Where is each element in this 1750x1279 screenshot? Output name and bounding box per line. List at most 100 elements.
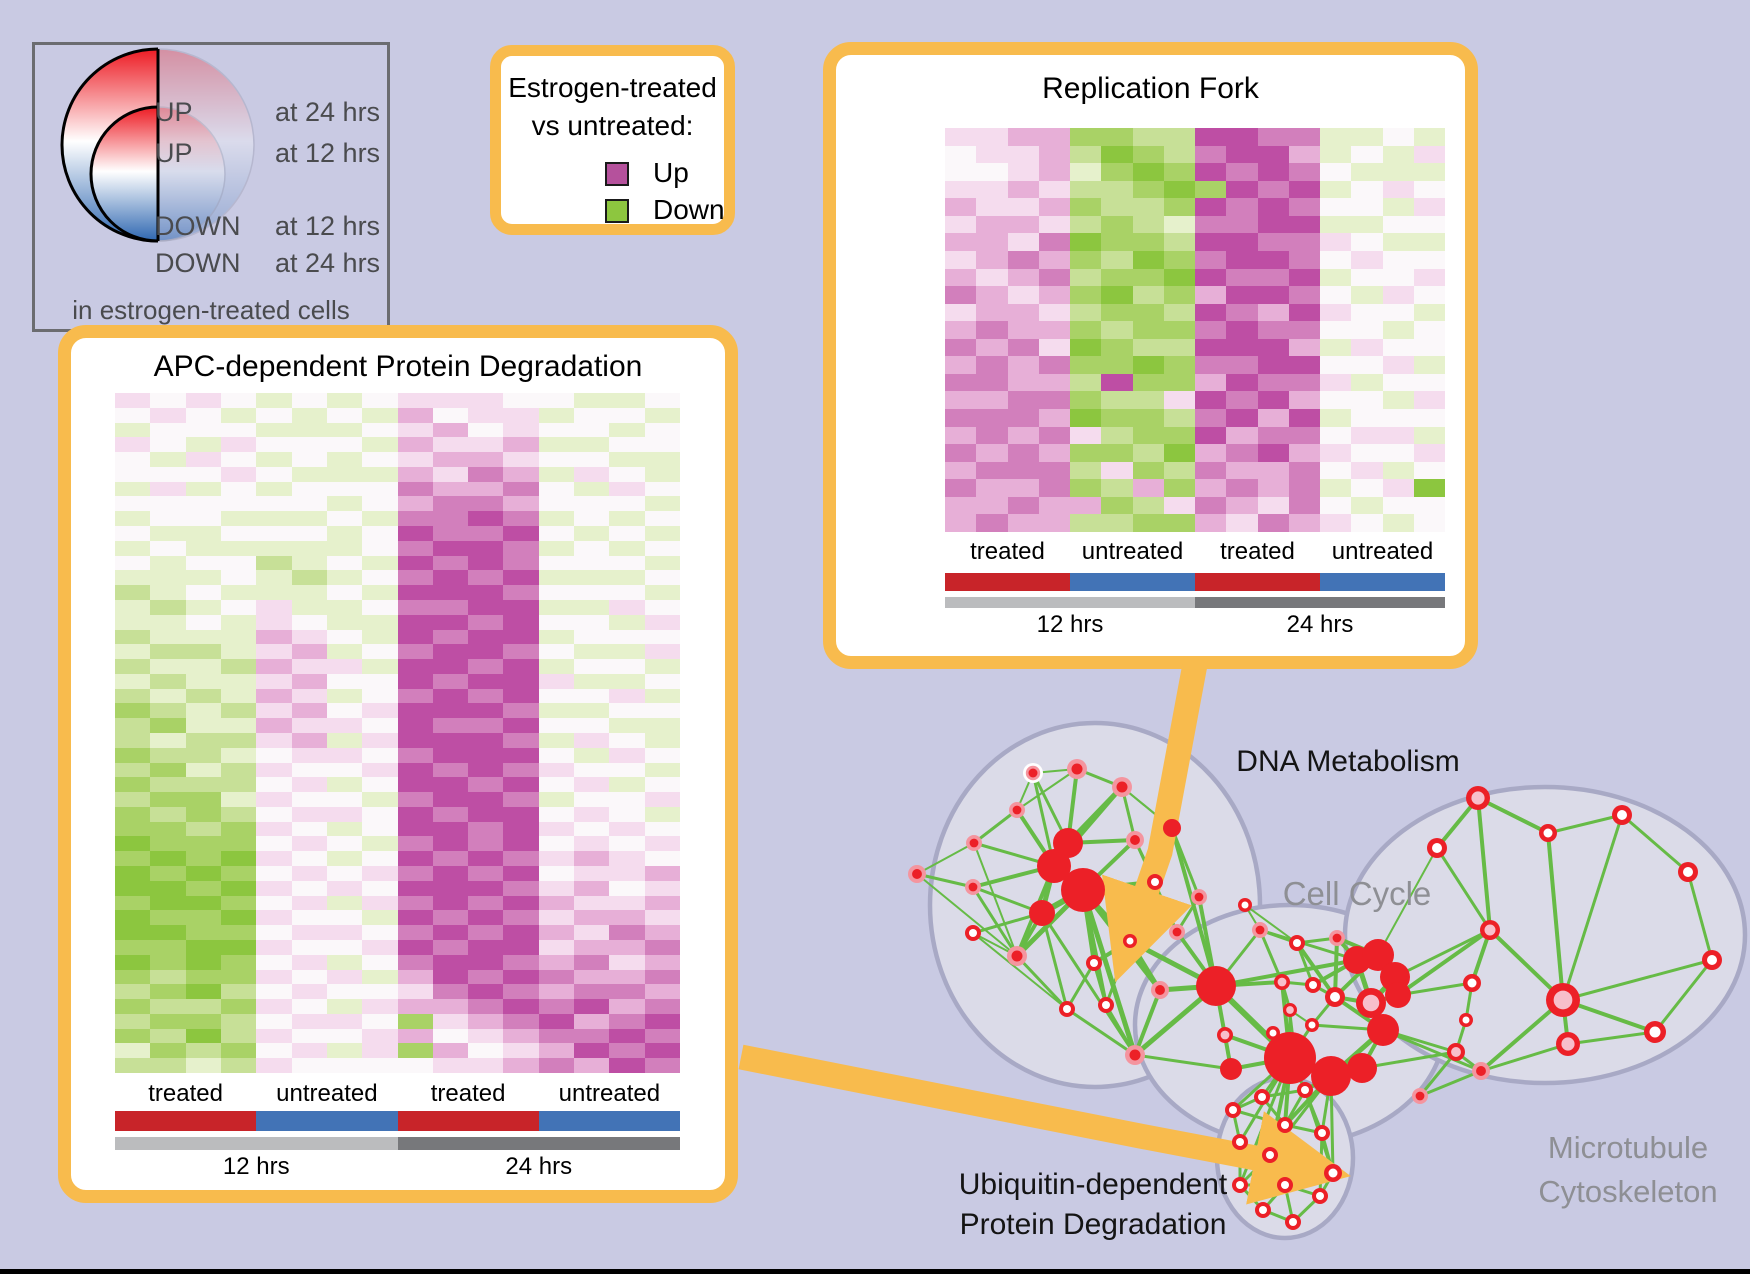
heatmap-cell bbox=[397, 688, 433, 704]
network-edge bbox=[1370, 993, 1399, 1005]
network-node-hp bbox=[965, 879, 981, 895]
heatmap-cell bbox=[574, 895, 610, 911]
heatmap-cell bbox=[1257, 426, 1289, 445]
condition-bar-treated bbox=[115, 1111, 257, 1131]
heatmap-cell bbox=[1413, 128, 1445, 146]
heatmap-cell bbox=[220, 851, 257, 867]
heatmap-cell bbox=[397, 452, 433, 467]
heatmap-cell bbox=[432, 836, 469, 852]
network-edge bbox=[1015, 954, 1069, 1011]
heatmap-cell bbox=[1070, 198, 1102, 216]
heatmap-cell bbox=[220, 806, 257, 822]
heatmap-cell bbox=[220, 895, 257, 911]
heatmap-cell bbox=[468, 969, 504, 985]
heatmap-cell bbox=[574, 806, 610, 822]
network-node-hp bbox=[1009, 802, 1025, 818]
heatmap-cell bbox=[185, 895, 221, 911]
heatmap-cell bbox=[1351, 286, 1383, 304]
heatmap-cell bbox=[220, 526, 257, 541]
heatmap-cell bbox=[185, 659, 221, 674]
heatmap-cell bbox=[1132, 233, 1164, 251]
heatmap-cell bbox=[256, 407, 292, 423]
heatmap-cell bbox=[220, 407, 257, 423]
heatmap-cell bbox=[1132, 163, 1164, 181]
heatmap-cell bbox=[326, 688, 363, 704]
network-edge bbox=[1333, 937, 1339, 998]
heatmap-cell bbox=[976, 145, 1008, 164]
heatmap-cell bbox=[468, 851, 504, 867]
heatmap-cell bbox=[1382, 514, 1414, 532]
heatmap-cell bbox=[220, 747, 257, 763]
heatmap-cell bbox=[150, 673, 186, 689]
heatmap-cell bbox=[976, 373, 1008, 392]
heatmap-cell bbox=[1038, 514, 1070, 532]
heatmap-cell bbox=[1007, 128, 1039, 146]
heatmap-cell bbox=[1351, 373, 1383, 392]
heatmap-cell bbox=[220, 585, 257, 600]
network-node-hp bbox=[1007, 946, 1027, 966]
heatmap-cell bbox=[644, 866, 680, 881]
network-edge bbox=[1268, 1057, 1292, 1156]
network-edge bbox=[1081, 888, 1132, 943]
heatmap-cell bbox=[256, 526, 292, 541]
heatmap-cell bbox=[468, 570, 504, 586]
heatmap-cell bbox=[220, 673, 257, 689]
network-node-rw bbox=[1325, 987, 1345, 1007]
network-edge bbox=[1039, 865, 1057, 914]
heatmap-cell bbox=[609, 954, 645, 970]
heatmap-cell bbox=[468, 466, 504, 482]
heatmap-cell bbox=[1226, 163, 1258, 181]
heatmap-cell bbox=[1038, 180, 1070, 199]
heatmap-cell bbox=[503, 1013, 539, 1029]
cluster-label-ubiquitin-protein-degradation: Ubiquitin-dependent Protein Degradation bbox=[959, 1165, 1228, 1245]
network-node-rw bbox=[1612, 805, 1632, 825]
cluster-ellipse-cell-cycle bbox=[1132, 902, 1448, 1148]
heatmap-cell bbox=[644, 792, 680, 807]
heatmap-cell bbox=[468, 496, 504, 512]
network-node-rw bbox=[1147, 874, 1163, 890]
heatmap-cell bbox=[503, 540, 539, 556]
time-label: 12 hrs bbox=[1036, 611, 1104, 638]
heatmap-cell bbox=[362, 910, 398, 926]
heatmap-cell bbox=[291, 585, 327, 600]
heatmap-cell bbox=[609, 762, 645, 778]
heatmap-cell bbox=[574, 452, 610, 467]
heatmap-cell bbox=[1320, 444, 1352, 462]
apc-condition-bar bbox=[115, 1111, 680, 1131]
heatmap-cell bbox=[1132, 479, 1164, 497]
time-label: 24 hrs bbox=[1286, 611, 1354, 638]
heatmap-cell bbox=[945, 321, 977, 339]
heatmap-cell bbox=[291, 614, 327, 630]
apc-heatmap bbox=[115, 393, 680, 1073]
heatmap-cell bbox=[1132, 444, 1164, 462]
cluster-label-line: Ubiquitin-dependent bbox=[958, 1168, 1228, 1201]
network-edge bbox=[1238, 1057, 1292, 1186]
heatmap-cell bbox=[115, 673, 151, 689]
heatmap-cell bbox=[150, 836, 186, 852]
network-edge bbox=[1480, 1042, 1569, 1073]
heatmap-cell bbox=[397, 925, 433, 940]
heatmap-cell bbox=[1382, 321, 1414, 339]
heatmap-cell bbox=[115, 792, 151, 807]
heatmap-cell bbox=[256, 895, 292, 911]
heatmap-cell bbox=[256, 393, 292, 408]
heatmap-cell bbox=[468, 511, 504, 527]
network-edge bbox=[1303, 1089, 1335, 1174]
time-label: 12 hrs bbox=[222, 1153, 290, 1180]
network-edge bbox=[972, 885, 1043, 915]
network-node-rw bbox=[1266, 1026, 1280, 1040]
heatmap-cell bbox=[432, 629, 469, 645]
heatmap-cell bbox=[1163, 496, 1195, 515]
heatmap-cell bbox=[256, 1058, 292, 1073]
network-edge bbox=[1418, 1051, 1458, 1097]
heatmap-cell bbox=[945, 496, 977, 515]
heatmap-cell bbox=[644, 659, 680, 674]
heatmap-cell bbox=[468, 866, 504, 881]
time-label: 24 hrs bbox=[505, 1153, 573, 1180]
heatmap-cell bbox=[574, 821, 610, 837]
heatmap-cell bbox=[945, 373, 977, 392]
callout-arrows bbox=[738, 656, 1351, 1205]
heatmap-cell bbox=[291, 452, 327, 467]
heatmap-cell bbox=[1132, 215, 1164, 234]
heatmap-cell bbox=[185, 644, 221, 660]
